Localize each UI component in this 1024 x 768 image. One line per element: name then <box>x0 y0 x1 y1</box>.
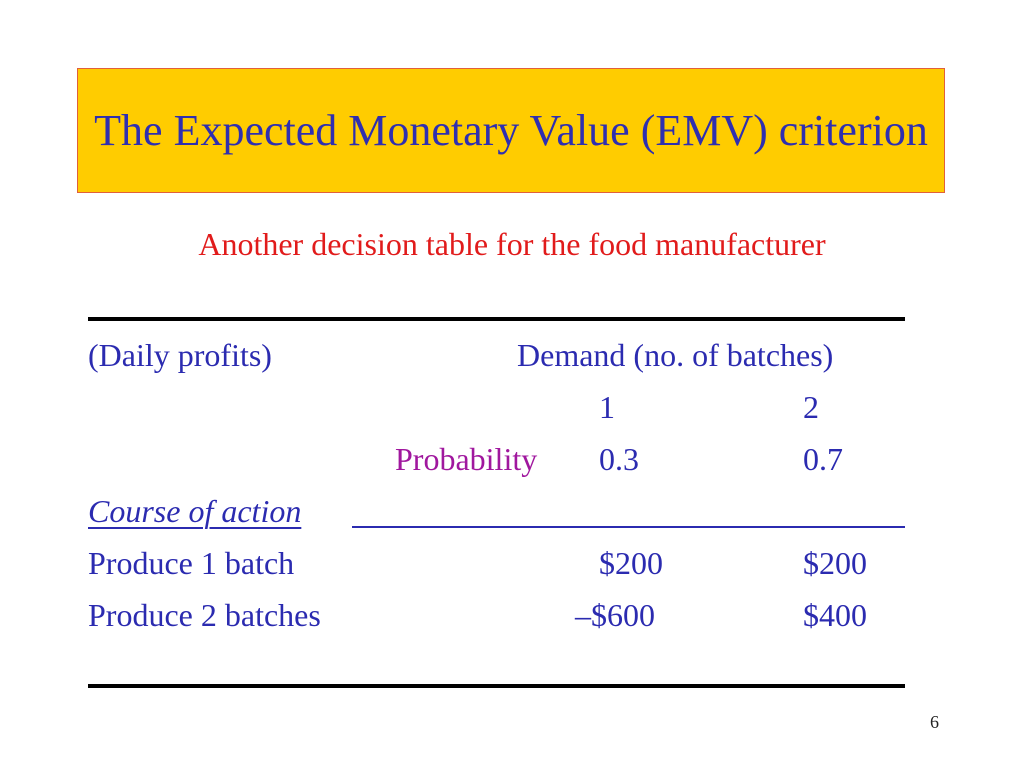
demand-level-1: 1 <box>599 389 615 425</box>
row-2-value-2: $400 <box>803 597 867 633</box>
row-1-action: Produce 1 batch <box>88 545 295 581</box>
page-number: 6 <box>930 712 939 732</box>
title-box: The Expected Monetary Value (EMV) criter… <box>77 68 945 193</box>
header-demand: Demand (no. of batches) <box>517 337 834 373</box>
demand-level-2: 2 <box>803 389 819 425</box>
header-daily-profits: (Daily profits) <box>88 337 272 373</box>
probability-2: 0.7 <box>803 441 843 477</box>
row-1-value-1: $200 <box>599 545 663 581</box>
row-2-action: Produce 2 batches <box>88 597 321 633</box>
row-2-value-1: –$600 <box>575 597 655 633</box>
probability-label: Probability <box>395 441 538 477</box>
probability-1: 0.3 <box>599 441 639 477</box>
course-of-action-rule <box>352 526 905 528</box>
row-1-value-2: $200 <box>803 545 867 581</box>
slide-title: The Expected Monetary Value (EMV) criter… <box>94 105 928 155</box>
table-top-rule <box>88 317 905 321</box>
course-of-action-header: Course of action <box>88 493 302 529</box>
slide-subtitle: Another decision table for the food manu… <box>198 226 826 262</box>
table-bottom-rule <box>88 684 905 688</box>
